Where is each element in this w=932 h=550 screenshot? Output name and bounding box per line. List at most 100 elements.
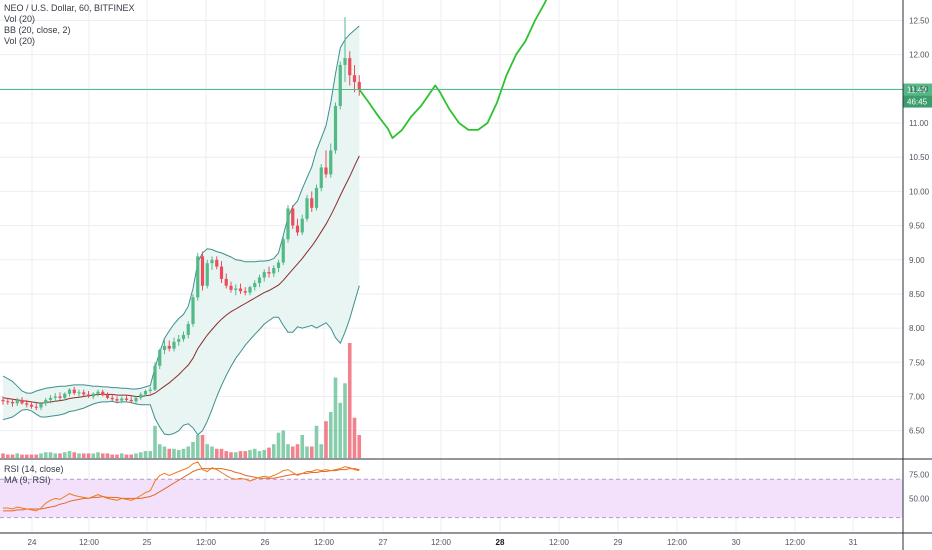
time-tick-label: 12:00 [667,538,688,547]
volume-bar [229,452,233,458]
volume-bar [352,417,357,458]
candle-body [63,393,67,398]
candle-body [205,263,209,286]
volume-bar [134,453,138,458]
volume-bar [124,454,129,458]
candle-body [6,401,10,403]
volume-bar [252,448,257,458]
candle-body [286,208,290,240]
volume-bar [267,447,271,458]
bollinger-upper-line [2,25,360,394]
indicator-rsi[interactable]: RSI (14, close) [4,464,64,474]
bollinger-lower-line [2,285,360,436]
candle-body [10,401,15,404]
volume-bar [20,454,24,458]
price-tag-value: 11.49 [907,86,927,95]
volume-bar [115,454,119,458]
candle-body [281,239,285,263]
candle-body [210,259,214,264]
candle-body [234,288,238,290]
symbol-title: NEO / U.S. Dollar, 60, BITFINEX [4,3,135,13]
chart-grid [0,0,903,532]
candle-body [329,150,333,175]
volume-bar [200,435,205,458]
candle-body [139,394,143,398]
volume-bar [262,449,267,458]
candle-body [96,391,100,394]
candle-body [143,391,148,395]
countdown-tag-bg [903,95,932,108]
volume-bar [357,435,362,458]
projection-path [358,0,548,140]
candle-body [177,339,181,342]
volume-bar [81,453,86,458]
volume-bar [72,452,77,458]
volume-bar [29,454,34,458]
indicator-volume-2[interactable]: Vol (20) [4,36,36,46]
price-tick-label: 8.00 [909,324,925,333]
candle-body [82,392,86,395]
candle-body [20,399,24,404]
volume-bar [143,451,148,458]
indicator-bollinger[interactable]: BB (20, close, 2) [4,25,71,35]
candle-body [357,82,361,90]
rsi-legend: RSI (14, close) MA (9, RSI) [4,464,64,486]
volume-bar [328,412,333,458]
volume-bar [314,425,319,458]
time-tick-label: 12:00 [196,538,217,547]
candle-body [229,285,233,290]
candle-body [105,395,110,398]
volume-bar [5,454,10,458]
time-tick-label: 24 [28,538,37,547]
candle-body [110,397,114,400]
candle-body [153,365,157,390]
candle-body [352,75,357,83]
volume-bar [119,453,124,458]
projection-line [358,0,548,140]
volume-bar [176,449,181,458]
candle-body [39,403,43,408]
candle-body [348,58,352,76]
volume-bar [257,451,262,458]
candle-body [1,399,5,402]
indicator-volume[interactable]: Vol (20) [4,14,36,24]
volume-bar [24,454,29,458]
volume-bar [157,444,162,458]
volume-bar [105,453,110,458]
volume-bar [67,451,72,458]
time-tick-label: 26 [261,538,270,547]
candle-body [215,259,219,267]
candle-body [238,288,243,292]
volume-bar [219,448,224,458]
price-tick-label: 11.00 [909,119,929,128]
candle-body [129,399,133,402]
volume-bar [305,446,309,458]
volume-bar [281,430,286,458]
candle-body [15,399,19,404]
volume-bar [34,454,39,458]
time-tick-label: 12:00 [79,538,100,547]
price-tick-label: 9.50 [909,222,925,231]
candle-body [276,262,281,268]
price-tick-label: 7.00 [909,392,925,401]
volume-bar [162,446,167,458]
candle-body [124,398,129,400]
indicator-rsi-ma[interactable]: MA (9, RSI) [4,475,51,485]
price-tag-bg [903,83,932,96]
candle-body [257,277,262,284]
time-tick-label: 30 [732,538,741,547]
volume-bar [58,453,62,458]
candle-body [196,256,200,298]
volume-bar [181,448,186,458]
volume-bar [96,452,100,458]
volume-bar [295,444,300,458]
candle-body [29,404,34,407]
volume-bar [53,453,58,458]
candle-body [167,345,171,349]
volume-bar [153,425,157,458]
rsi-band [0,479,903,518]
candle-body [305,198,309,219]
candle-body [58,396,62,398]
candle-body [53,396,57,398]
